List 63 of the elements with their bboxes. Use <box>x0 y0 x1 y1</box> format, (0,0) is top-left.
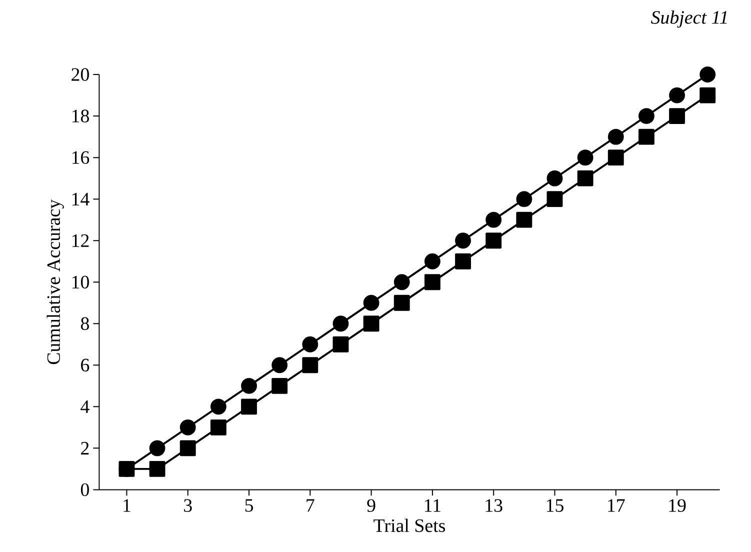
x-tick-label: 15 <box>546 499 564 512</box>
x-tick-label: 17 <box>608 499 625 512</box>
x-axis-title: Trial Sets <box>374 518 446 532</box>
point <box>486 212 502 228</box>
x-tick-label: 7 <box>306 499 314 512</box>
x-tick-label: 13 <box>486 499 502 512</box>
y-tick-label: 4 <box>80 400 90 413</box>
point <box>608 128 624 145</box>
point <box>241 398 257 415</box>
point <box>210 398 226 415</box>
point <box>577 150 594 166</box>
point <box>424 274 440 290</box>
point <box>638 108 654 124</box>
y-tick-label: 0 <box>80 483 89 496</box>
point <box>363 294 380 311</box>
x-tick-label: 9 <box>367 499 376 512</box>
point <box>424 253 440 270</box>
y-tick-label: 18 <box>72 110 89 122</box>
point <box>516 191 532 208</box>
point <box>394 274 410 290</box>
x-tick-label: 11 <box>424 499 440 512</box>
point <box>455 232 471 249</box>
point <box>332 316 349 332</box>
point <box>516 212 532 228</box>
point <box>577 170 594 186</box>
y-tick-label: 16 <box>72 151 90 164</box>
point <box>180 440 196 456</box>
y-tick-label: 2 <box>81 442 89 454</box>
point <box>302 357 318 374</box>
x-tick-label: 19 <box>669 499 686 512</box>
point <box>149 440 166 456</box>
point <box>332 336 349 352</box>
point <box>210 419 226 436</box>
point <box>546 170 563 186</box>
point <box>700 87 716 104</box>
point <box>272 378 288 394</box>
point <box>546 191 563 208</box>
point <box>669 108 685 124</box>
point <box>241 378 257 394</box>
x-tick-label: 5 <box>245 499 253 512</box>
point <box>118 460 135 477</box>
point <box>363 316 380 332</box>
point <box>638 128 654 145</box>
y-tick-label: 10 <box>72 276 89 288</box>
y-tick-label: 20 <box>72 68 89 81</box>
point <box>302 336 318 352</box>
x-tick-label: 1 <box>124 499 130 512</box>
point <box>486 232 502 249</box>
y-tick-label: 8 <box>80 317 89 330</box>
point <box>700 66 716 82</box>
y-tick-label: 14 <box>72 192 90 206</box>
y-tick-label: 12 <box>72 234 89 247</box>
y-tick-label: 6 <box>81 358 90 372</box>
x-tick-label: 3 <box>184 499 192 512</box>
point <box>455 253 471 270</box>
point <box>180 419 196 436</box>
point <box>149 460 166 477</box>
point <box>608 150 624 166</box>
point <box>669 87 685 104</box>
y-axis-title: Cumulative Accuracy <box>46 199 64 364</box>
point <box>272 357 288 374</box>
point <box>394 294 410 311</box>
chart-title: Subject 11 <box>650 10 727 28</box>
